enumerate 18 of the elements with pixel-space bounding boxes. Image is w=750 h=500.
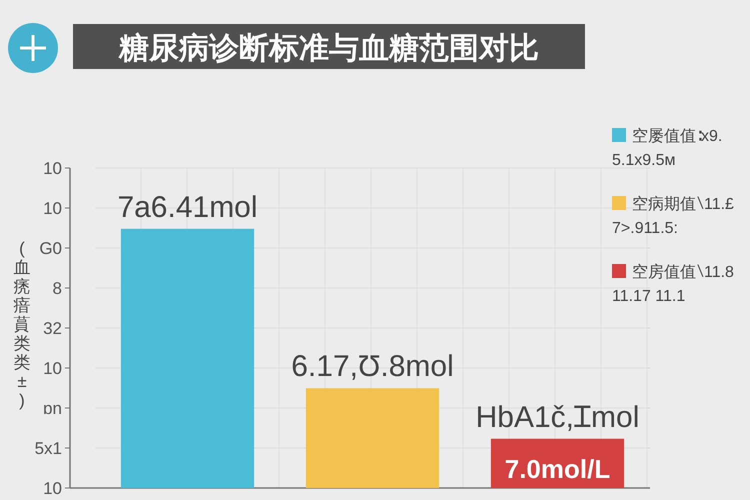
text: 5x1: [34, 439, 62, 458]
annotation: 空房值值∖11.8 11.17 11.1: [612, 263, 734, 305]
annotation: HbA1č,Ɪmol: [476, 400, 640, 434]
annotation: 6.17,Ʊ.8mol: [291, 350, 454, 384]
text: 10: [43, 359, 62, 378]
text: (血痜瘖蒷类类±): [14, 239, 30, 410]
text: 7a6.41mol: [117, 190, 258, 224]
annotation: 空病期值∖11.£ 7>.911.5:: [612, 195, 734, 237]
text: 10: [43, 159, 62, 178]
text: G0: [39, 239, 62, 258]
text: 10: [43, 479, 62, 498]
text: 8: [52, 279, 62, 298]
text: 10: [43, 199, 62, 218]
chart-title: 糖尿病诊断标准与血糖范围对比: [118, 32, 539, 65]
text: 32: [43, 319, 62, 338]
annotation: 7.0mol/L: [504, 454, 610, 484]
text: 空屡值值∶x9. 5.1x9.5м: [612, 127, 722, 169]
text: ɒn: [43, 399, 62, 418]
